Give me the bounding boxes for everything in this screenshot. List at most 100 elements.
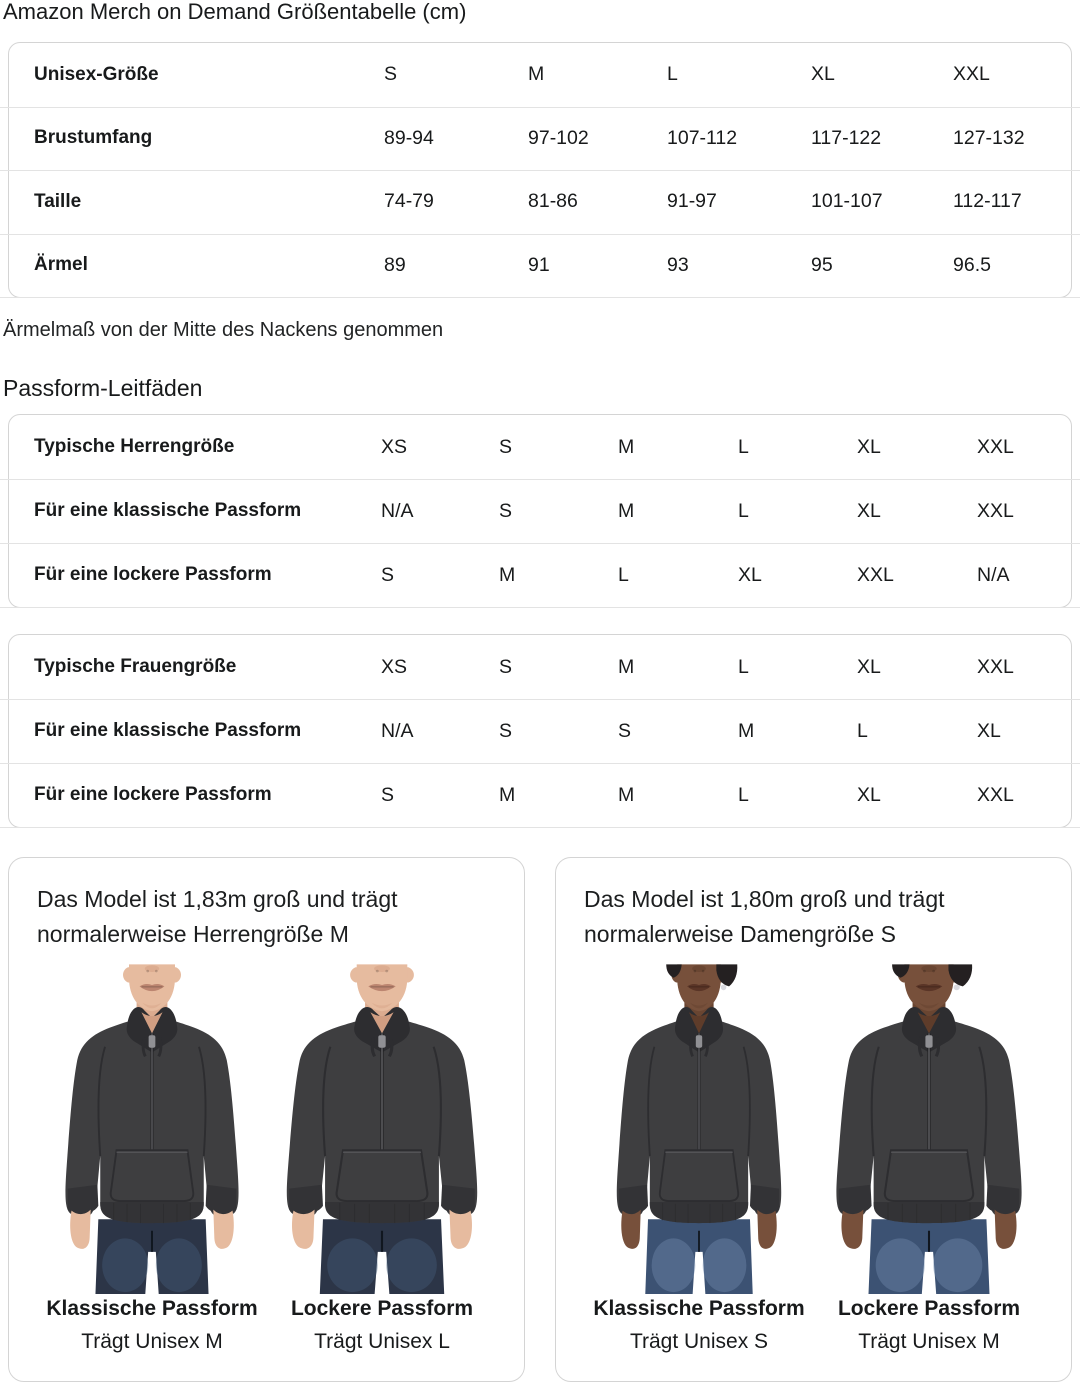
male-model-photo [65,964,239,1294]
size-cell: L [618,563,629,586]
size-cell: S [381,563,395,586]
size-cell: S [499,719,513,742]
table-row: Typische Herrengröße XS S M L XL XXL [0,415,1080,480]
table-row: Für eine lockere Passform S M L XL XXL N/A [0,543,1080,608]
size-cell: 95 [811,253,833,276]
mens-model-card: Das Model ist 1,83m groß und trägt norma… [8,857,525,1382]
size-cell: S [618,719,632,742]
size-cell: 117-122 [811,126,882,149]
row-label: Typische Herrengröße [34,436,235,457]
size-cell: L [738,499,749,522]
size-cell: XXL [977,499,1014,522]
fit-label: Klassische Passform [593,1297,805,1320]
table-row: Brustumfang 89-94 97-102 107-112 117-122 127-… [0,107,1080,171]
row-label: Taille [34,190,82,212]
sleeve-measure-note: Ärmelmaß von der Mitte des Nackens genom… [3,319,444,341]
table-row: Typische Frauengröße XS S M L XL XXL [0,635,1080,700]
size-cell: XL [977,719,1001,742]
model-figures: Klassische Passform Trägt Unisex S [584,964,1043,1355]
size-cell: M [499,563,516,586]
size-cell: XL [857,655,881,678]
model-figure: Klassische Passform Trägt Unisex S [584,964,814,1355]
page-title: Amazon Merch on Demand Größentabelle (cm… [3,0,467,24]
table-row: Ärmel 89 91 93 95 96.5 [0,234,1080,298]
row-label: Für eine klassische Passform [34,720,302,741]
model-figure: Klassische Passform Trägt Unisex M [37,964,267,1355]
model-figure: Lockere Passform Trägt Unisex M [814,964,1044,1355]
size-cell: S [499,655,513,678]
worn-size-label: Trägt Unisex S [629,1330,769,1353]
size-cell: N/A [381,499,414,522]
size-cell: 101-107 [811,190,883,213]
size-cell: L [857,719,868,742]
size-cell: XL [857,499,881,522]
mens-fit-table: Typische Herrengröße XS S M L XL XXL Für eine k… [0,414,1080,608]
size-cell: 107-112 [667,126,738,149]
size-cell: 89 [384,253,406,276]
row-label: Ärmel [34,254,88,276]
model-description: Das Model ist 1,80m groß und trägt norma… [584,886,945,947]
table-row: Für eine klassische Passform N/A S M L XL XXL [0,479,1080,544]
worn-size-label: Trägt Unisex M [858,1330,1000,1353]
size-cell: M [618,655,635,678]
size-cell: XXL [977,655,1014,678]
size-cell: S [499,499,513,522]
size-cell: M [738,719,755,742]
male-model-photo [286,964,478,1294]
model-figure: Lockere Passform Trägt Unisex L [267,964,497,1355]
size-cell: M [618,499,635,522]
size-cell: XXL [977,783,1014,806]
size-cell: 89-94 [384,126,434,149]
size-cell: L [667,63,678,86]
size-cell: S [384,63,398,86]
row-label: Typische Frauengröße [34,656,237,677]
size-cell: M [618,783,635,806]
size-cell: L [738,435,749,458]
size-cell: XS [381,655,408,678]
table-row: Für eine lockere Passform S M M L XL XXL [0,763,1080,828]
size-cell: N/A [977,563,1010,586]
size-cell: XXL [977,435,1014,458]
size-cell: 91-97 [667,190,717,213]
worn-size-label: Trägt Unisex L [314,1330,450,1353]
row-label: Für eine klassische Passform [34,500,302,521]
size-cell: 127-132 [953,126,1025,149]
row-label: Für eine lockere Passform [34,784,272,805]
model-cards-row: Das Model ist 1,83m groß und trägt norma… [8,857,1072,1382]
size-table: Unisex-Größe S M L XL XXL Brustumfang 89-94 97-1… [0,42,1080,298]
size-cell: XL [857,435,881,458]
size-cell: M [528,63,545,86]
worn-size-label: Trägt Unisex M [81,1330,223,1353]
womens-fit-table: Typische Frauengröße XS S M L XL XXL Für eine k… [0,634,1080,828]
size-cell: 93 [667,253,689,276]
size-cell: 81-86 [528,190,578,213]
size-cell: L [738,655,749,678]
size-cell: XS [381,435,408,458]
row-label: Unisex-Größe [34,63,159,85]
table-row: Unisex-Größe S M L XL XXL [0,43,1080,107]
size-cell: XXL [857,563,894,586]
size-cell: 74-79 [384,190,434,213]
size-cell: XL [811,63,835,86]
womens-model-card: Das Model ist 1,80m groß und trägt norma… [555,857,1072,1382]
size-cell: S [381,783,395,806]
size-cell: S [499,435,513,458]
size-cell: L [738,783,749,806]
fit-guides-heading: Passform-Leitfäden [3,375,203,401]
size-cell: XL [738,563,762,586]
fit-label: Lockere Passform [837,1297,1021,1320]
size-cell: M [499,783,516,806]
table-row: Taille 74-79 81-86 91-97 101-107 112-117 [0,170,1080,234]
fit-label: Klassische Passform [46,1297,258,1320]
size-cell: 96.5 [953,253,991,276]
size-cell: N/A [381,719,414,742]
size-cell: M [618,435,635,458]
model-description: Das Model ist 1,83m groß und trägt norma… [37,886,398,947]
row-label: Für eine lockere Passform [34,564,272,585]
size-cell: XL [857,783,881,806]
row-label: Brustumfang [34,127,153,149]
size-cell: 91 [528,253,550,276]
size-cell: XXL [953,63,990,86]
fit-label: Lockere Passform [290,1297,474,1320]
size-cell: 112-117 [953,190,1022,213]
